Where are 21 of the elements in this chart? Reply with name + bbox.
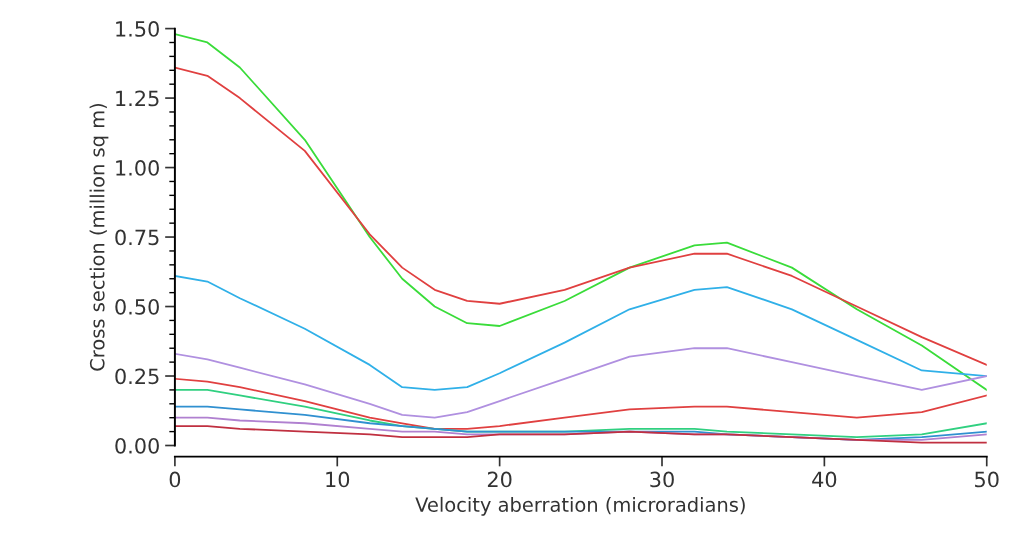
y-tick-label: 1.00 xyxy=(116,160,159,176)
line-series xyxy=(174,33,987,391)
x-tick-label: 20 xyxy=(487,471,512,488)
y-tick-label: 0.50 xyxy=(115,298,159,315)
x-axis-title: Velocity aberration (microradians) xyxy=(415,496,745,516)
y-tick-label: 0.75 xyxy=(115,229,159,246)
line-series xyxy=(174,347,987,419)
line-series xyxy=(174,66,987,366)
y-tick-label: 0.00 xyxy=(115,437,159,454)
line-series xyxy=(174,275,987,391)
x-tick-label: 10 xyxy=(326,471,350,488)
x-tick-label: 50 xyxy=(975,471,999,488)
y-tick-label: 0.25 xyxy=(115,368,159,385)
y-axis-title: Cross section (million sq m) xyxy=(89,104,109,371)
y-tick-label: 1.50 xyxy=(116,21,159,37)
line-series xyxy=(174,377,987,430)
y-tick-label: 1.25 xyxy=(116,90,159,107)
x-tick-label: 30 xyxy=(650,471,674,488)
line-series xyxy=(174,425,987,444)
x-tick-label: 0 xyxy=(169,471,181,488)
x-tick-label: 40 xyxy=(812,471,837,488)
